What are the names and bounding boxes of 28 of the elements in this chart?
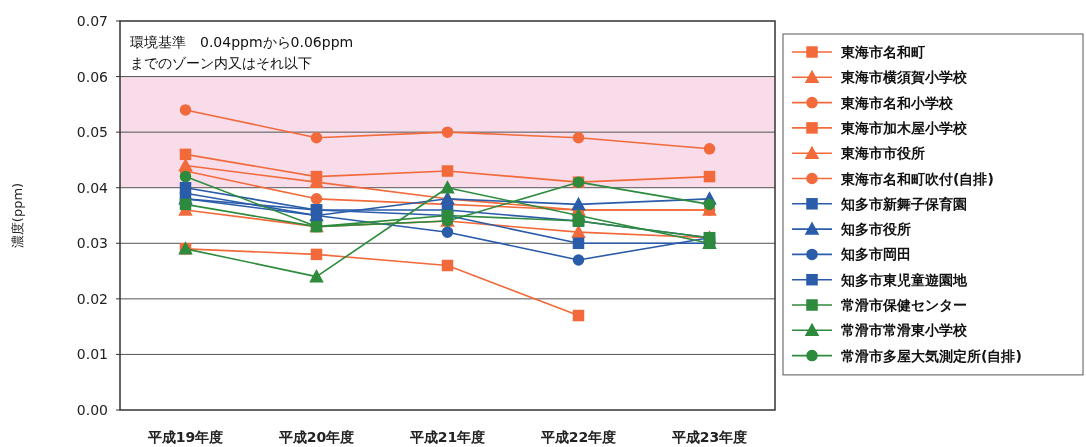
legend-label: 常滑市保健センター — [841, 297, 967, 313]
legend-label: 知多市東児童遊園地 — [840, 271, 968, 288]
y-axis-title: 濃度(ppm) — [10, 182, 25, 249]
y-tick-label: 0.02 — [76, 290, 108, 307]
legend-label: 東海市加木屋小学校 — [840, 119, 968, 136]
x-tick-label: 平成21年度 — [408, 429, 486, 445]
x-tick-label: 平成20年度 — [277, 429, 355, 445]
y-tick-label: 0.04 — [76, 179, 109, 196]
legend-label: 東海市名和町 — [840, 44, 925, 60]
legend-label: 東海市名和小学校 — [840, 94, 954, 111]
legend-label: 東海市名和町吹付(自排) — [840, 170, 994, 187]
legend-label: 知多市新舞子保育園 — [840, 195, 967, 212]
y-tick-label: 0.00 — [76, 402, 108, 418]
x-tick-label: 平成22年度 — [539, 429, 617, 445]
y-tick-label: 0.06 — [76, 68, 109, 85]
x-tick-label: 平成19年度 — [146, 429, 224, 445]
x-tick-label: 平成23年度 — [670, 429, 748, 445]
legend-label: 東海市市役所 — [840, 145, 925, 162]
y-tick-label: 0.01 — [76, 346, 108, 363]
y-tick-label: 0.07 — [76, 13, 108, 29]
legend-label: 東海市横須賀小学校 — [840, 69, 968, 86]
y-tick-label: 0.03 — [76, 235, 108, 252]
legend-label: 知多市岡田 — [840, 246, 911, 263]
legend-label: 常滑市多屋大気測定所(自排) — [841, 347, 1022, 364]
y-tick-label: 0.05 — [76, 124, 108, 141]
legend-label: 常滑市常滑東小学校 — [841, 322, 968, 339]
legend-label: 知多市役所 — [840, 221, 911, 238]
annotation: 環境基準 0.04ppmから0.06ppm までのゾーン内又はそれ以下 — [130, 34, 354, 71]
